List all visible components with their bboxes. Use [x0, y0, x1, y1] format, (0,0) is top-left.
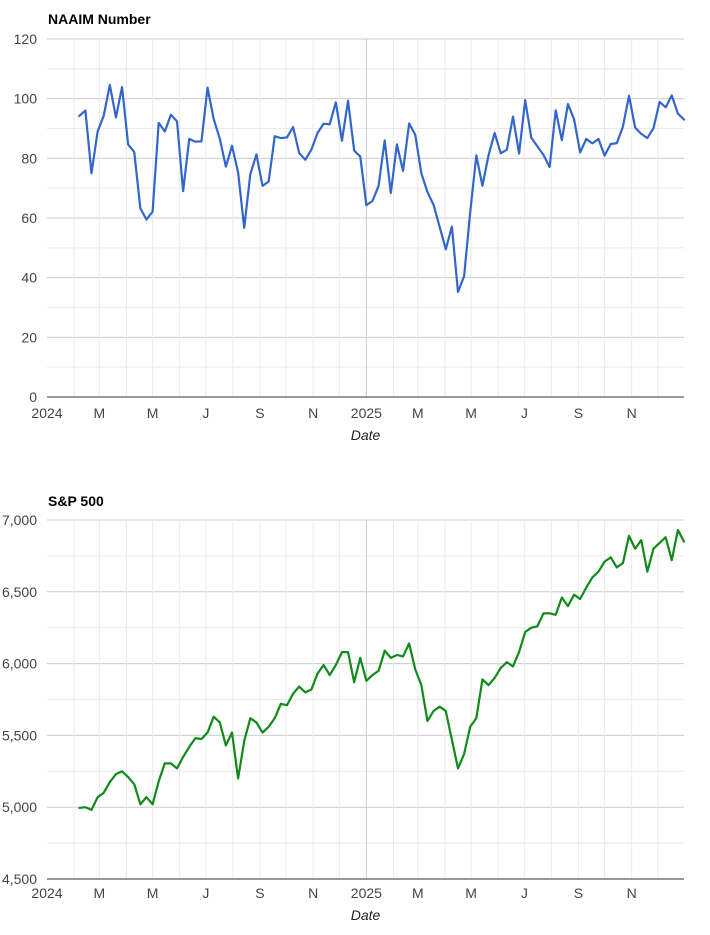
naaim-y-tick-label: 20 [21, 329, 37, 345]
sp500-x-tick-label: M [94, 885, 106, 901]
sp500-x-axis-title: Date [351, 907, 381, 923]
sp500-x-tick-label: S [574, 885, 583, 901]
sp500-series-line [79, 530, 684, 810]
naaim-x-axis-title: Date [351, 427, 381, 443]
naaim-y-tick-label: 80 [21, 150, 37, 166]
naaim-x-tick-label: S [574, 405, 583, 421]
naaim-x-tick-label: N [308, 405, 318, 421]
naaim-y-tick-label: 40 [21, 270, 37, 286]
sp500-x-tick-label: N [308, 885, 318, 901]
naaim-y-tick-label: 100 [14, 91, 38, 107]
sp500-y-tick-label: 5,500 [2, 727, 37, 743]
sp500-x-tick-label: M [147, 885, 159, 901]
naaim-y-tick-label: 120 [14, 31, 38, 47]
naaim-x-tick-label: M [412, 405, 424, 421]
naaim-x-tick-label: 2024 [31, 405, 62, 421]
sp500-y-tick-label: 6,000 [2, 656, 37, 672]
sp500-x-tick-label: J [521, 885, 528, 901]
sp500-x-tick-label: M [412, 885, 424, 901]
sp500-x-tick-label: N [627, 885, 637, 901]
naaim-x-tick-label: J [202, 405, 209, 421]
sp500-x-tick-label: 2025 [351, 885, 382, 901]
naaim-x-tick-label: N [627, 405, 637, 421]
naaim-x-tick-label: M [147, 405, 159, 421]
sp500-x-tick-label: M [465, 885, 477, 901]
naaim-x-tick-label: M [94, 405, 106, 421]
sp500-x-tick-label: S [255, 885, 264, 901]
sp500-y-tick-label: 6,500 [2, 584, 37, 600]
naaim-x-tick-label: 2025 [351, 405, 382, 421]
naaim-chart-panel: NAAIM Number 0 20 40 60 80 100 120 2024 M M J S N 202… [0, 0, 710, 460]
sp500-y-tick-label: 5,000 [2, 799, 37, 815]
naaim-x-tick-label: J [521, 405, 528, 421]
naaim-x-tick-label: S [255, 405, 264, 421]
sp500-x-tick-label: 2024 [31, 885, 62, 901]
naaim-chart-svg: 0 20 40 60 80 100 120 2024 M M J S N 2025 M M J S N Date [0, 0, 710, 460]
naaim-y-tick-label: 60 [21, 210, 37, 226]
naaim-y-tick-label: 0 [29, 389, 37, 405]
sp500-y-tick-label: 7,000 [2, 512, 37, 528]
naaim-x-tick-label: M [465, 405, 477, 421]
sp500-x-tick-label: J [202, 885, 209, 901]
sp500-chart-panel: S&P 500 4,500 5,000 5,500 6,000 6,500 7,000 20… [0, 480, 710, 935]
